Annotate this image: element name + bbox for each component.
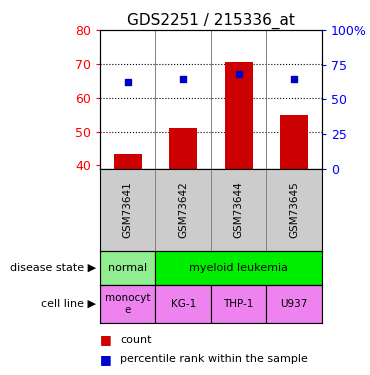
- Bar: [155, 285, 211, 322]
- Text: GSM73644: GSM73644: [233, 182, 244, 238]
- Title: GDS2251 / 215336_at: GDS2251 / 215336_at: [127, 12, 295, 28]
- Bar: [266, 285, 322, 322]
- Bar: [114, 153, 142, 169]
- Text: count: count: [120, 334, 152, 345]
- Text: disease state ▶: disease state ▶: [10, 263, 96, 273]
- Bar: [280, 115, 308, 169]
- Point: [236, 71, 242, 77]
- Text: GSM73641: GSM73641: [122, 182, 133, 238]
- Bar: [155, 251, 322, 285]
- Text: normal: normal: [108, 263, 147, 273]
- Text: ■: ■: [100, 333, 116, 346]
- Bar: [100, 285, 155, 322]
- Text: myeloid leukemia: myeloid leukemia: [189, 263, 288, 273]
- Text: percentile rank within the sample: percentile rank within the sample: [120, 354, 308, 364]
- Bar: [169, 128, 197, 169]
- Text: GSM73645: GSM73645: [289, 182, 299, 238]
- Text: GSM73642: GSM73642: [178, 182, 188, 238]
- Text: U937: U937: [280, 299, 308, 309]
- Text: monocyt
e: monocyt e: [105, 293, 150, 315]
- Text: THP-1: THP-1: [223, 299, 254, 309]
- Bar: [211, 285, 266, 322]
- Bar: [225, 62, 252, 169]
- Bar: [100, 251, 155, 285]
- Text: cell line ▶: cell line ▶: [41, 299, 96, 309]
- Text: KG-1: KG-1: [171, 299, 196, 309]
- Point: [291, 76, 297, 82]
- Point: [180, 76, 186, 82]
- Point: [125, 79, 131, 85]
- Text: ■: ■: [100, 352, 116, 366]
